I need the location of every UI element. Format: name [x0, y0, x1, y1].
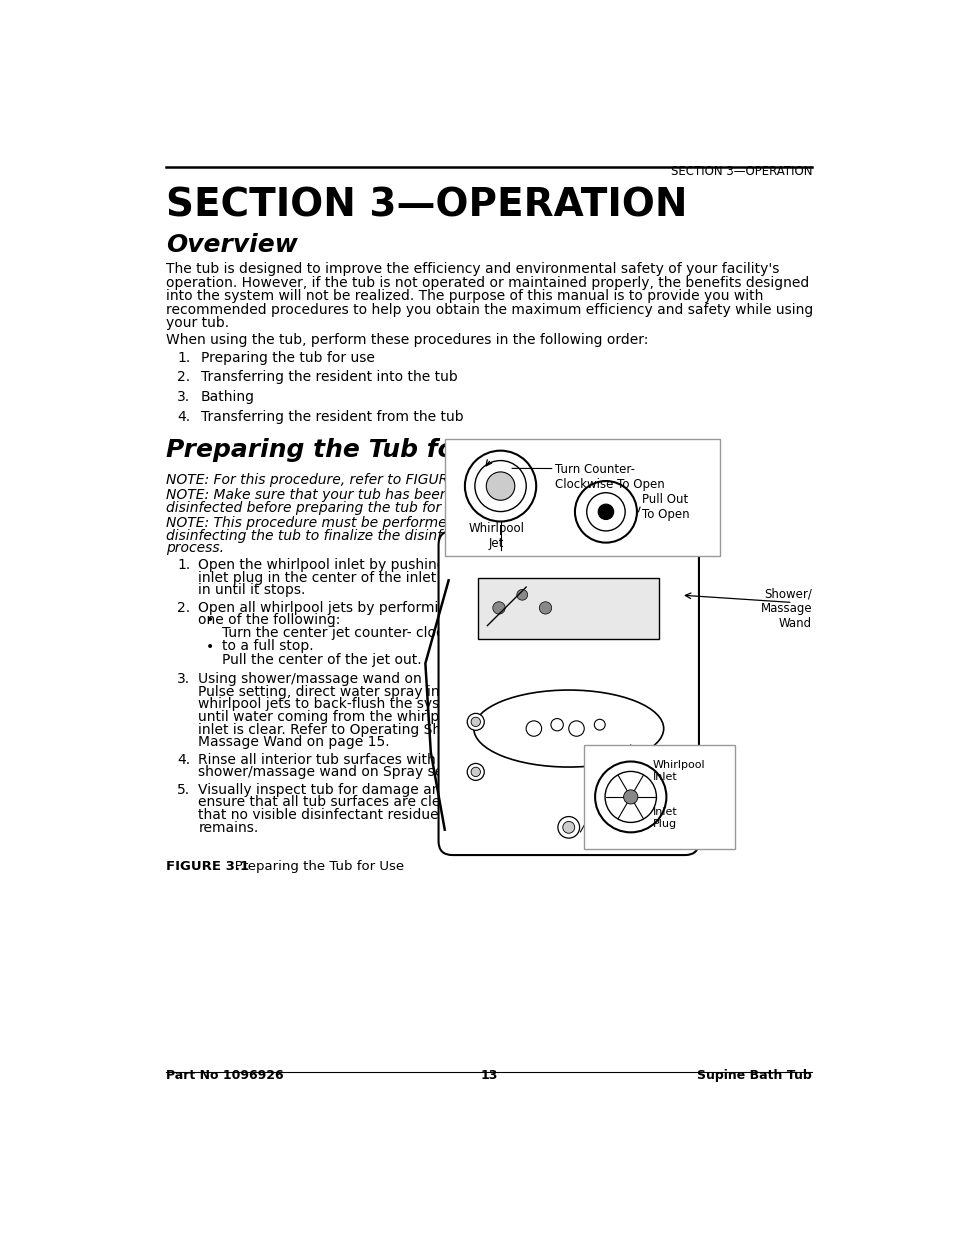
Text: Bathing: Bathing: [200, 390, 254, 404]
Text: When using the tub, perform these procedures in the following order:: When using the tub, perform these proced…: [166, 333, 647, 347]
Circle shape: [623, 790, 638, 804]
Text: Pulse setting, direct water spray into the: Pulse setting, direct water spray into t…: [198, 684, 480, 699]
Text: Open the whirlpool inlet by pushing the: Open the whirlpool inlet by pushing the: [198, 558, 473, 572]
Text: inlet is clear. Refer to Operating Shower/: inlet is clear. Refer to Operating Showe…: [198, 722, 479, 736]
Text: inlet plug in the center of the inlet cover: inlet plug in the center of the inlet co…: [198, 571, 479, 584]
Text: NOTE: Make sure that your tub has been: NOTE: Make sure that your tub has been: [166, 488, 448, 503]
Circle shape: [558, 816, 579, 839]
Circle shape: [657, 779, 666, 788]
FancyBboxPatch shape: [477, 578, 659, 638]
Text: 2.: 2.: [177, 370, 191, 384]
Circle shape: [594, 719, 604, 730]
Circle shape: [562, 821, 574, 834]
Text: Preparing the Tub for Use: Preparing the Tub for Use: [166, 438, 527, 462]
Text: in until it stops.: in until it stops.: [198, 583, 305, 598]
Circle shape: [517, 589, 527, 600]
Text: 4.: 4.: [177, 752, 191, 767]
Text: SECTION 3—OPERATION: SECTION 3—OPERATION: [166, 186, 686, 225]
Text: NOTE: This procedure must be performed after: NOTE: This procedure must be performed a…: [166, 516, 492, 530]
Circle shape: [467, 763, 484, 781]
Text: Turn Counter-
Clockwise To Open: Turn Counter- Clockwise To Open: [555, 463, 664, 490]
Text: 5.: 5.: [177, 783, 191, 797]
Text: Massage Wand on page 15.: Massage Wand on page 15.: [198, 735, 390, 750]
Text: disinfecting the tub to finalize the disinfecting: disinfecting the tub to finalize the dis…: [166, 529, 484, 542]
Text: Part No 1096926: Part No 1096926: [166, 1070, 283, 1082]
Text: into the system will not be realized. The purpose of this manual is to provide y: into the system will not be realized. Th…: [166, 289, 762, 303]
Text: process.: process.: [166, 541, 224, 556]
FancyBboxPatch shape: [438, 531, 699, 855]
Text: ensure that all tub surfaces are clean and: ensure that all tub surfaces are clean a…: [198, 795, 488, 809]
Text: •: •: [206, 613, 214, 626]
Text: Open all whirlpool jets by performing: Open all whirlpool jets by performing: [198, 600, 456, 615]
Text: Whirlpool
Jet: Whirlpool Jet: [468, 522, 524, 550]
Circle shape: [538, 601, 551, 614]
Text: Overview: Overview: [166, 233, 297, 257]
Text: remains.: remains.: [198, 821, 258, 835]
Text: operation. However, if the tub is not operated or maintained properly, the benef: operation. However, if the tub is not op…: [166, 275, 808, 290]
Text: until water coming from the whirlpool: until water coming from the whirlpool: [198, 710, 460, 724]
Text: 3.: 3.: [177, 390, 191, 404]
Text: Preparing the Tub for Use: Preparing the Tub for Use: [221, 861, 403, 873]
Text: Preparing the tub for use: Preparing the tub for use: [200, 351, 375, 364]
Circle shape: [568, 721, 583, 736]
Text: Turn the center jet counter- clockwise: Turn the center jet counter- clockwise: [221, 626, 481, 640]
Text: your tub.: your tub.: [166, 316, 229, 330]
Text: FIGURE 3.1: FIGURE 3.1: [166, 861, 249, 873]
Text: The tub is designed to improve the efficiency and environmental safety of your f: The tub is designed to improve the effic…: [166, 262, 779, 277]
Text: Pull the center of the jet out.: Pull the center of the jet out.: [221, 653, 420, 667]
Circle shape: [598, 504, 613, 520]
FancyBboxPatch shape: [583, 745, 735, 848]
Text: one of the following:: one of the following:: [198, 614, 340, 627]
Text: Transferring the resident from the tub: Transferring the resident from the tub: [200, 410, 463, 424]
Text: disinfected before preparing the tub for use.: disinfected before preparing the tub for…: [166, 501, 474, 515]
Text: Whirlpool
Inlet: Whirlpool Inlet: [652, 760, 704, 782]
Circle shape: [525, 721, 541, 736]
Text: that no visible disinfectant residue: that no visible disinfectant residue: [198, 808, 438, 823]
Text: 1.: 1.: [177, 558, 191, 572]
Circle shape: [471, 718, 480, 726]
Text: 1.: 1.: [177, 351, 191, 364]
Circle shape: [653, 776, 670, 792]
Circle shape: [486, 472, 515, 500]
Text: 13: 13: [479, 1070, 497, 1082]
Text: Shower/
Massage
Wand: Shower/ Massage Wand: [760, 587, 811, 630]
Text: Pull Out
To Open: Pull Out To Open: [641, 493, 689, 521]
Text: 4.: 4.: [177, 410, 191, 424]
Text: 2.: 2.: [177, 600, 191, 615]
Text: Using shower/massage wand on: Using shower/massage wand on: [198, 672, 421, 685]
Circle shape: [550, 719, 562, 731]
Text: 3.: 3.: [177, 672, 191, 685]
Text: SECTION 3—OPERATION: SECTION 3—OPERATION: [670, 165, 811, 178]
Circle shape: [467, 714, 484, 730]
Text: Inlet
Plug: Inlet Plug: [652, 806, 677, 829]
Text: Visually inspect tub for damage and to: Visually inspect tub for damage and to: [198, 783, 468, 797]
FancyBboxPatch shape: [444, 440, 720, 556]
Text: Rinse all interior tub surfaces with: Rinse all interior tub surfaces with: [198, 752, 436, 767]
Text: whirlpool jets to back-flush the system: whirlpool jets to back-flush the system: [198, 698, 467, 711]
Text: to a full stop.: to a full stop.: [221, 638, 313, 652]
Text: Supine Bath Tub: Supine Bath Tub: [697, 1070, 811, 1082]
Text: recommended procedures to help you obtain the maximum efficiency and safety whil: recommended procedures to help you obtai…: [166, 303, 812, 316]
Text: NOTE: For this procedure, refer to FIGURE 3.1.: NOTE: For this procedure, refer to FIGUR…: [166, 473, 487, 487]
Circle shape: [471, 767, 480, 777]
Circle shape: [493, 601, 505, 614]
Text: •: •: [206, 640, 214, 653]
Text: shower/massage wand on Spray setting.: shower/massage wand on Spray setting.: [198, 766, 480, 779]
Text: Transferring the resident into the tub: Transferring the resident into the tub: [200, 370, 456, 384]
Ellipse shape: [474, 690, 663, 767]
